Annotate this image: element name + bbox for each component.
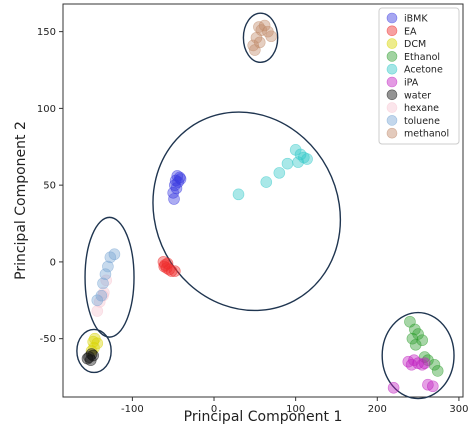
legend-marker-acetone: [386, 63, 398, 75]
y-tick-label-2: 50: [43, 181, 56, 192]
series-toluene: [91, 248, 121, 307]
point-toluene-1: [104, 251, 117, 264]
legend-marker-water: [386, 89, 398, 101]
legend-marker-ipa: [386, 76, 398, 88]
point-toluene-0: [108, 248, 121, 261]
x-tick-label-3: 200: [368, 404, 387, 415]
point-ethanol-9: [418, 351, 431, 363]
point-ipa-6: [387, 381, 400, 394]
y-axis-label: Principal Component 2: [13, 121, 29, 280]
legend-label-water: water: [404, 90, 431, 101]
point-acetone-5: [281, 157, 294, 170]
point-ibmk-7: [168, 193, 180, 205]
cluster-ellipse-0: [242, 12, 279, 64]
legend-marker-ibmk: [386, 12, 398, 24]
legend-marker-ea: [386, 25, 398, 37]
point-ea-5: [169, 265, 181, 277]
cluster-ellipse-3: [152, 111, 342, 312]
point-acetone-7: [260, 176, 273, 188]
cluster-ellipse-4: [381, 311, 455, 400]
y-tick-label-0: -50: [40, 334, 56, 345]
point-acetone-0: [289, 144, 302, 156]
point-methanol-8: [253, 36, 266, 49]
point-acetone-3: [301, 153, 313, 165]
series-dcm: [85, 332, 104, 357]
series-ibmk: [167, 170, 187, 205]
cluster-ellipse-2: [76, 328, 112, 374]
cluster-ellipses: [76, 12, 455, 400]
point-dcm-4: [87, 335, 100, 348]
legend-marker-dcm: [386, 38, 398, 49]
legend-label-ibmk: iBMK: [404, 14, 428, 25]
series-water: [81, 348, 100, 366]
legend-label-ipa: iPA: [404, 78, 419, 89]
point-ipa-5: [405, 358, 418, 371]
point-ipa-7: [422, 378, 434, 391]
legend-label-acetone: Acetone: [404, 65, 443, 76]
point-dcm-3: [85, 345, 98, 357]
y-tick-label-4: 150: [37, 27, 56, 38]
x-tick-label-1: 0: [211, 404, 217, 415]
point-ethanol-3: [406, 332, 419, 345]
point-water-4: [87, 349, 100, 362]
x-tick-label-0: -100: [121, 404, 144, 415]
point-acetone-4: [292, 156, 304, 168]
point-ethanol-8: [431, 365, 444, 377]
x-axis-label: Principal Component 1: [184, 409, 343, 425]
legend-label-toluene: toluene: [404, 116, 440, 127]
point-ethanol-7: [428, 358, 441, 371]
point-toluene-2: [102, 260, 114, 273]
point-acetone-6: [273, 167, 286, 179]
point-ea-6: [158, 260, 171, 273]
point-toluene-6: [91, 294, 104, 307]
point-ea-7: [161, 257, 174, 270]
legend-marker-methanol: [386, 127, 398, 139]
point-toluene-3: [99, 268, 112, 280]
point-hexane-0: [100, 274, 113, 287]
legend-label-methanol: methanol: [404, 129, 449, 140]
point-water-2: [81, 352, 94, 365]
point-ipa-8: [426, 380, 439, 393]
point-ethanol-5: [409, 339, 422, 351]
axes: -100 0 100 200 300 -50 0 50 100 150: [37, 27, 469, 415]
legend-label-dcm: DCM: [404, 39, 426, 50]
point-ipa-4: [416, 358, 428, 371]
x-tick-label-2: 100: [286, 404, 305, 415]
legend-marker-hexane: [386, 102, 398, 113]
point-ibmk-8: [170, 182, 183, 195]
series-ethanol: [404, 315, 444, 377]
x-tick-label-4: 300: [449, 404, 468, 415]
legend-marker-ethanol: [386, 51, 398, 62]
legend-marker-toluene: [386, 115, 398, 126]
point-ethanol-4: [416, 334, 428, 346]
y-tick-label-1: 0: [50, 257, 56, 268]
series-methanol: [247, 19, 277, 56]
point-hexane-3: [91, 305, 104, 317]
series-ipa: [387, 354, 439, 394]
series-acetone: [232, 144, 313, 201]
legend-label-hexane: hexane: [404, 103, 439, 114]
series-ea: [157, 256, 181, 277]
data-points: [81, 19, 444, 394]
legend-label-ethanol: Ethanol: [404, 52, 440, 63]
point-toluene-4: [97, 277, 109, 290]
point-ibmk-5: [169, 179, 181, 191]
point-methanol-4: [265, 30, 277, 43]
point-methanol-6: [247, 39, 260, 52]
legend-box: [378, 7, 460, 145]
point-acetone-1: [294, 148, 307, 161]
point-acetone-8: [232, 188, 245, 201]
y-tick-label-3: 100: [37, 104, 56, 115]
point-methanol-2: [258, 19, 271, 32]
point-ea-4: [165, 265, 178, 277]
cluster-ellipse-1: [84, 216, 135, 338]
legend-label-ea: EA: [404, 26, 417, 37]
point-toluene-5: [95, 289, 108, 302]
